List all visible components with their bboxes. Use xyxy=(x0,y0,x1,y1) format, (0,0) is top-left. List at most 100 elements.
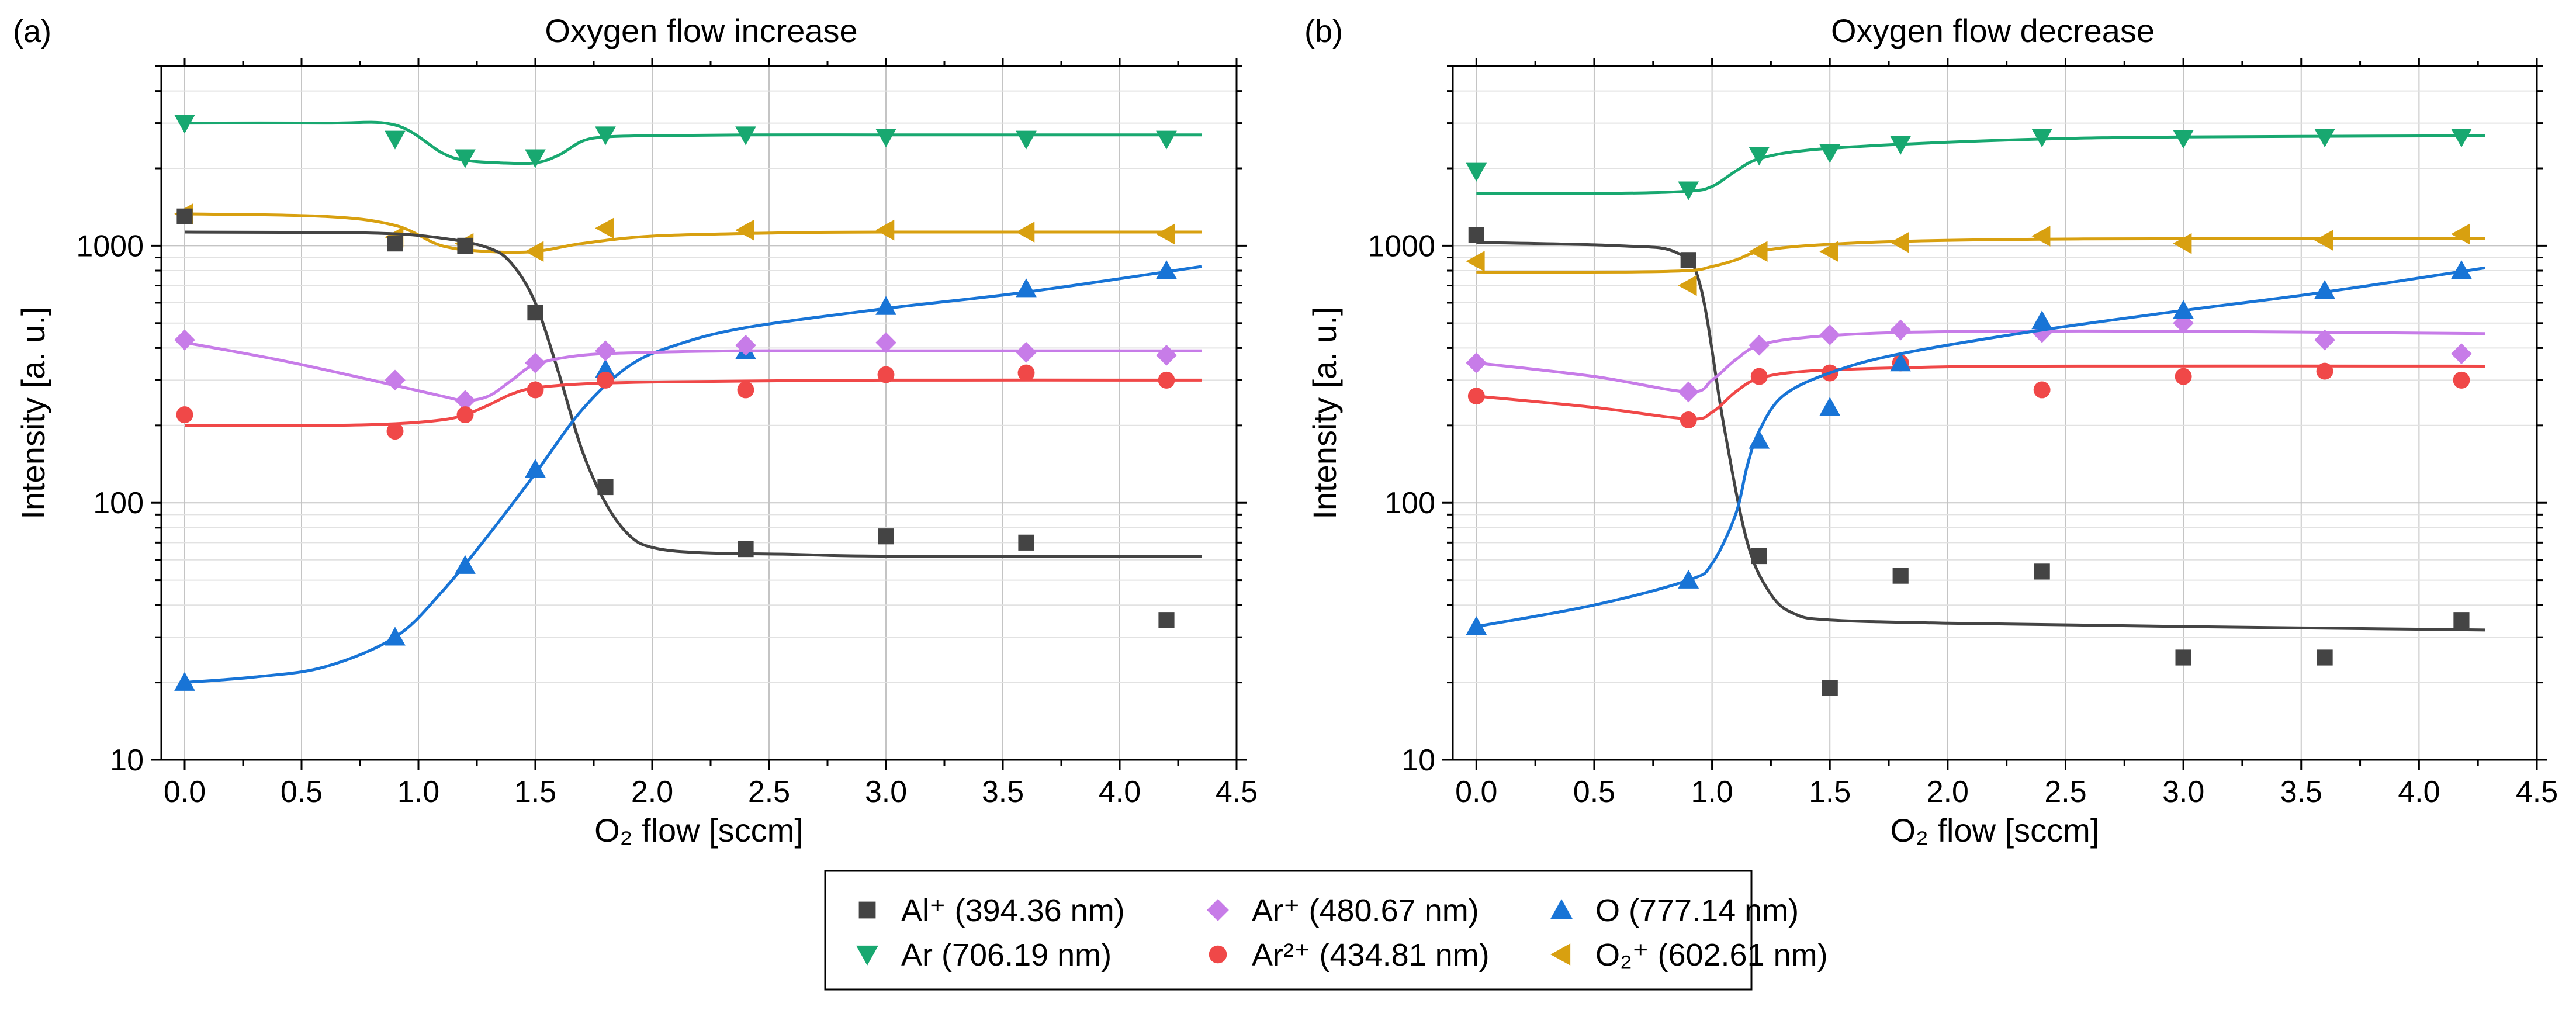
legend: Al⁺ (394.36 nm) Ar⁺ (480.67 nm) O (777.14 … xyxy=(824,870,1828,991)
data-point-ar xyxy=(2031,128,2053,148)
series-o xyxy=(174,260,1202,691)
x-tick-label: 3.5 xyxy=(982,775,1024,809)
data-point-ar_plus xyxy=(455,390,476,411)
data-point-ar xyxy=(875,128,896,148)
series-o xyxy=(1466,260,2485,635)
series-ar_plus xyxy=(1466,312,2485,403)
legend-label: Ar²⁺ (434.81 nm) xyxy=(1252,938,1490,973)
data-point-al_plus xyxy=(2175,649,2191,666)
x-tick-label: 1.5 xyxy=(514,775,556,809)
x-tick-label: 2.5 xyxy=(748,775,790,809)
legend-label: O (777.14 nm) xyxy=(1595,893,1799,928)
legend-marker-o2_plus xyxy=(1550,943,1571,966)
fit-line-o2_plus xyxy=(1476,236,2485,274)
x-axis: 0.0 0.5 1.0 1.5 2.0 2.5 3.0 3.5 4.0 4.5 xyxy=(1455,58,2558,809)
data-point-ar_plus xyxy=(1156,344,1177,366)
data-point-ar_plus xyxy=(1890,319,1912,341)
data-point-ar_2plus xyxy=(1680,411,1697,428)
data-point-ar xyxy=(1890,136,1912,155)
x-tick-label: 3.0 xyxy=(865,775,907,809)
data-point-al_plus xyxy=(1822,680,1838,697)
series-ar_2plus xyxy=(1467,354,2485,428)
data-point-ar xyxy=(385,130,406,150)
data-point-o2_plus xyxy=(1466,251,1485,272)
data-point-ar_2plus xyxy=(2316,362,2333,380)
data-point-ar_2plus xyxy=(1017,364,1035,382)
data-point-ar_plus xyxy=(2451,343,2472,365)
data-point-o2_plus xyxy=(2451,223,2470,245)
data-point-ar xyxy=(1749,147,1770,166)
x-tick-label: 4.5 xyxy=(1216,775,1258,809)
data-point-o xyxy=(2314,280,2335,299)
data-point-al_plus xyxy=(527,304,543,321)
x-axis: 0.0 0.5 1.0 1.5 2.0 2.5 3.0 3.5 4.0 4.5 xyxy=(164,58,1258,809)
fit-line-ar_2plus xyxy=(184,378,1202,427)
y-tick-label: 100 xyxy=(1384,486,1435,520)
x-tick-label: 2.0 xyxy=(1927,775,1969,809)
data-point-ar_plus xyxy=(1466,352,1487,373)
data-point-o xyxy=(595,359,616,378)
data-point-o xyxy=(1466,616,1487,635)
series-ar_2plus xyxy=(176,364,1202,440)
data-point-ar_plus xyxy=(1819,324,1841,345)
data-point-o xyxy=(385,627,406,646)
data-point-ar_2plus xyxy=(597,371,614,389)
x-tick-label: 2.5 xyxy=(2044,775,2086,809)
legend-item-ar: Ar (706.19 nm) xyxy=(856,938,1112,973)
data-point-o2_plus xyxy=(735,219,754,241)
data-point-o xyxy=(1016,278,1037,298)
data-point-ar xyxy=(1678,181,1699,200)
data-point-o2_plus xyxy=(1890,231,1909,253)
legend-marker-ar xyxy=(856,945,878,966)
legend-marker-ar_plus xyxy=(1207,899,1229,921)
y-tick-label: 1000 xyxy=(1367,229,1435,263)
plot-frame xyxy=(160,65,1238,761)
data-point-ar xyxy=(2451,128,2472,148)
data-point-o xyxy=(875,296,896,315)
data-point-o2_plus xyxy=(595,217,614,239)
fit-line-ar_2plus xyxy=(1476,364,2485,421)
data-point-ar_plus xyxy=(2314,329,2335,351)
y-tick-label: 10 xyxy=(1401,743,1435,777)
fit-line-al_plus xyxy=(184,230,1202,558)
fit-line-al_plus xyxy=(1476,241,2485,632)
data-point-ar_2plus xyxy=(527,381,544,399)
legend-label: Ar (706.19 nm) xyxy=(901,938,1112,973)
panel-label: (b) xyxy=(1304,14,1343,49)
x-tick-label: 0.5 xyxy=(281,775,323,809)
legend-item-o2_plus: O₂⁺ (602.61 nm) xyxy=(1550,938,1828,973)
data-point-ar_plus xyxy=(525,352,546,373)
data-point-o2_plus xyxy=(1678,275,1697,296)
data-point-ar_plus xyxy=(1678,381,1699,403)
legend-marker-al_plus xyxy=(858,901,876,919)
data-point-al_plus xyxy=(878,528,894,545)
data-point-ar xyxy=(595,126,616,146)
y-tick-label: 10 xyxy=(110,743,144,777)
fit-line-ar xyxy=(1476,134,2485,195)
x-axis-title: O₂ flow [sccm] xyxy=(594,812,804,849)
x-tick-label: 4.0 xyxy=(1099,775,1141,809)
data-point-al_plus xyxy=(1468,227,1484,243)
data-point-ar_plus xyxy=(595,340,616,362)
data-point-o2_plus xyxy=(1819,241,1838,262)
data-point-ar_2plus xyxy=(877,366,895,383)
y-axis-title: Intensity [a. u.] xyxy=(1306,306,1343,519)
data-point-al_plus xyxy=(738,541,754,558)
data-point-ar xyxy=(2173,130,2194,149)
data-point-ar_2plus xyxy=(2033,381,2051,399)
y-axis: 10 100 1000 xyxy=(1367,65,2547,777)
legend-item-o: O (777.14 nm) xyxy=(1550,893,1799,928)
data-point-ar xyxy=(455,149,476,168)
data-point-al_plus xyxy=(176,208,193,224)
legend-item-ar_2plus: Ar²⁺ (434.81 nm) xyxy=(1209,938,1490,973)
data-point-o xyxy=(1749,430,1770,449)
legend-marker-o xyxy=(1550,899,1573,919)
plot-frame xyxy=(1452,65,2538,761)
x-tick-label: 0.0 xyxy=(164,775,206,809)
series-ar xyxy=(1466,128,2485,200)
y-axis: 10 100 1000 xyxy=(76,65,1247,777)
data-point-o2_plus xyxy=(1749,241,1768,262)
data-point-o xyxy=(1819,397,1841,416)
data-point-o2_plus xyxy=(2173,233,2192,254)
